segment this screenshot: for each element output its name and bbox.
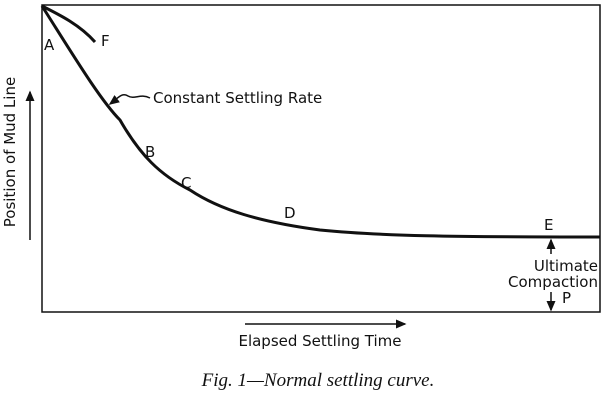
caption: Fig. 1—Normal settling curve. [201,370,435,391]
annotation: Constant Settling Rate [153,89,322,107]
point-label: E [544,216,553,234]
point-label: F [101,32,110,50]
point-label: A [44,36,55,54]
settling-curve [40,5,601,239]
annotation: Compaction [508,273,598,291]
point-label: C [181,174,191,192]
point-label: P [562,289,571,307]
point-label: D [284,204,296,222]
frame [41,4,601,313]
x-label: Elapsed Settling Time [238,332,401,350]
y-label: Position of Mud Line [1,77,19,227]
point-label: B [145,143,155,161]
rate-arrow [108,93,151,105]
curve-f [41,4,97,43]
annotation: Ultimate [534,257,598,275]
